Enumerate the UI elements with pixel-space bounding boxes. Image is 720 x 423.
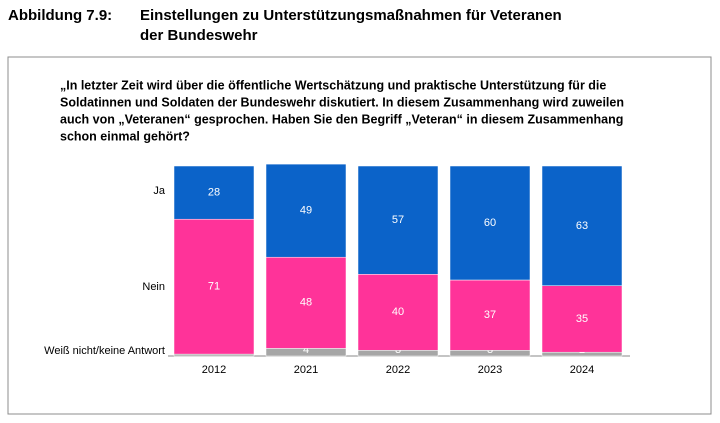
x-tick-label: 2024 — [570, 364, 594, 376]
question: „In letzter Zeit wird über die öffentlic… — [60, 78, 606, 92]
value-label: 63 — [576, 220, 588, 232]
bar-segment — [265, 163, 347, 258]
bar-segment — [541, 165, 623, 286]
value-label: 35 — [576, 313, 588, 325]
question: Soldatinnen und Soldaten der Bundeswehr … — [60, 95, 624, 109]
legend-label: Weiß nicht/keine Antwort — [44, 345, 165, 357]
bar-segment — [265, 256, 347, 349]
x-tick-label: 2023 — [478, 364, 502, 376]
x-tick-label: 2021 — [294, 364, 318, 376]
value-label: 48 — [300, 297, 312, 309]
value-label: 60 — [484, 217, 496, 229]
value-label: 28 — [208, 187, 220, 199]
value-label: 4 — [303, 344, 309, 356]
figure-title: der Bundeswehr — [140, 27, 258, 44]
bar-segment — [541, 285, 623, 353]
figure-title: Einstellungen zu Unterstützungsmaßnahmen… — [140, 7, 562, 24]
value-label: 40 — [392, 306, 404, 318]
bar-segment — [449, 165, 531, 281]
x-tick-label: 2022 — [386, 364, 410, 376]
legend-label: Nein — [142, 281, 165, 293]
figure-label: Abbildung 7.9: — [8, 7, 112, 24]
bar-segment — [357, 165, 439, 275]
question: schon einmal gehört? — [60, 129, 190, 143]
frame — [7, 56, 712, 415]
bar-segment — [449, 279, 531, 351]
value-label: 57 — [392, 214, 404, 226]
value-label: 71 — [208, 281, 220, 293]
x-tick-label: 2012 — [202, 364, 226, 376]
legend-label: Ja — [153, 185, 166, 197]
value-label: 49 — [300, 205, 312, 217]
question: auch von „Veteranen“ gesprochen. Haben S… — [60, 112, 623, 126]
value-label: 37 — [484, 309, 496, 321]
bar-segment — [173, 165, 255, 220]
bar-segment — [173, 218, 255, 355]
bar-segment — [357, 274, 439, 351]
